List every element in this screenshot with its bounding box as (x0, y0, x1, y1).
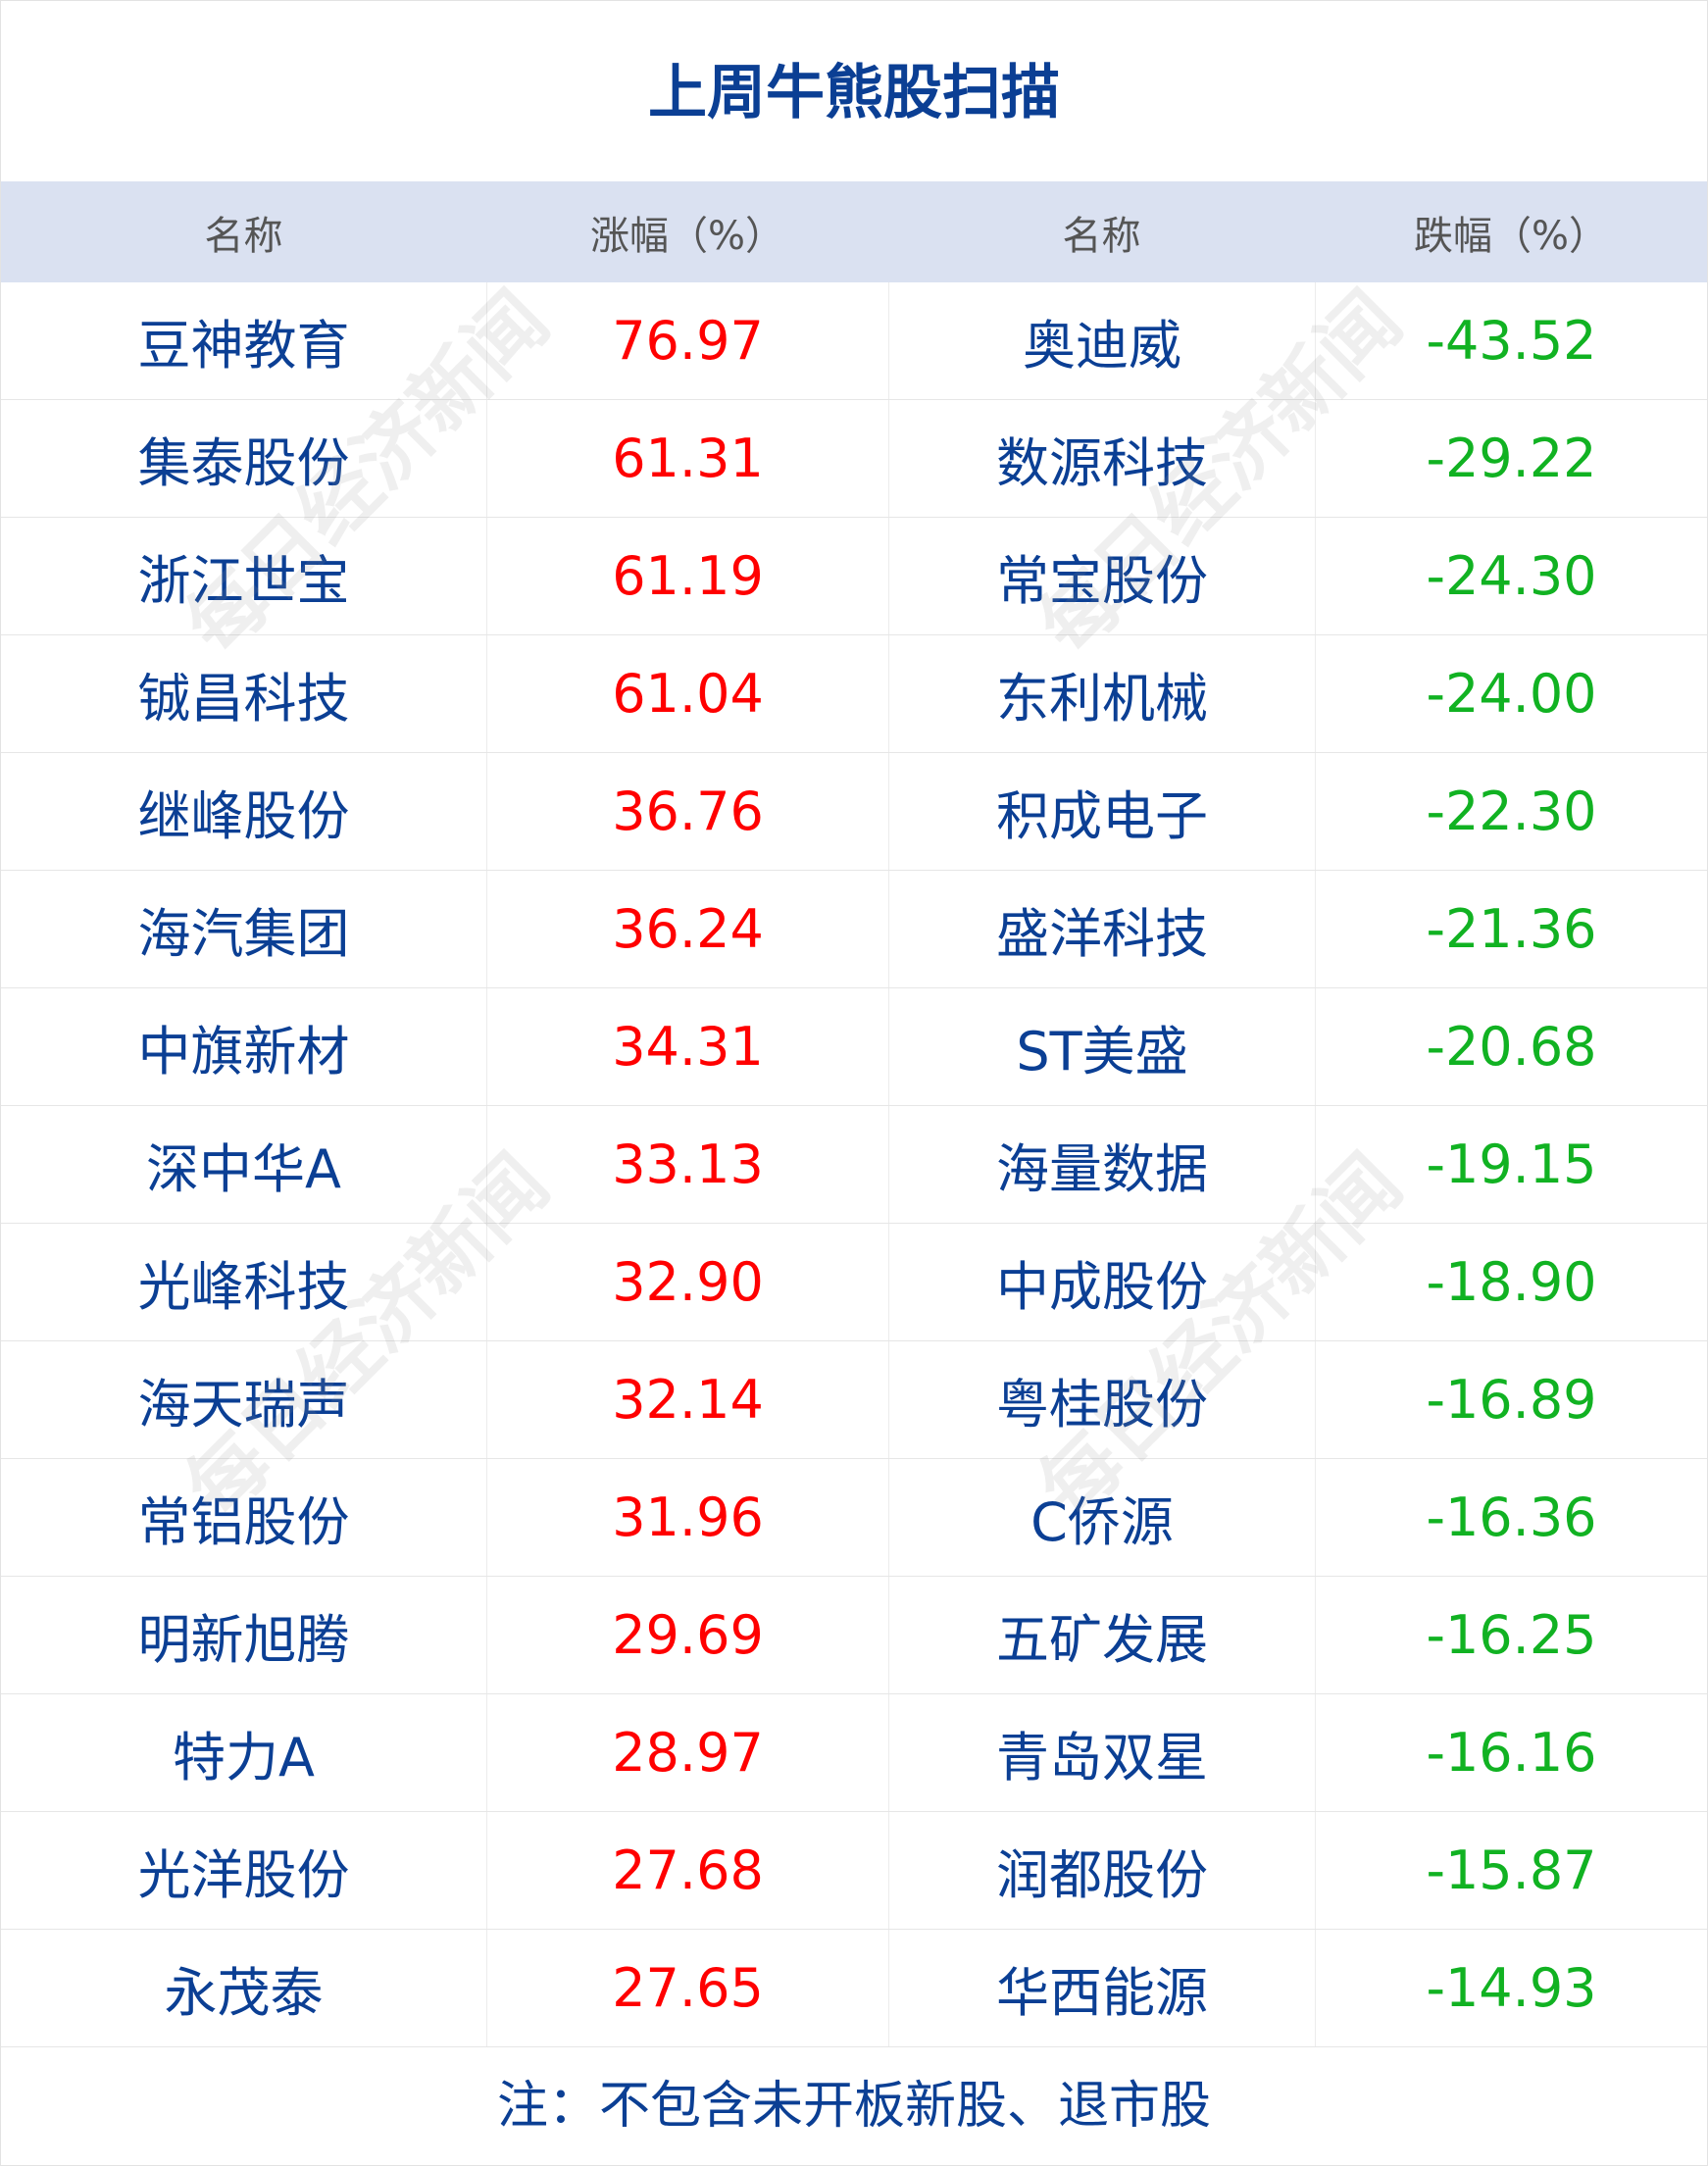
table-row: 海汽集团 36.24 盛洋科技 -21.36 (1, 871, 1707, 988)
loss-value: -16.89 (1315, 1341, 1707, 1458)
gainer-name: 特力A (173, 1727, 315, 1788)
table-row: 继峰股份 36.76 积成电子 -22.30 (1, 753, 1707, 871)
gainer-name: 中旗新材 (137, 1021, 350, 1083)
table-body: 豆神教育 76.97 奥迪威 -43.52 集泰股份 61.31 数源科技 -29.22 浙江世… (1, 282, 1707, 2047)
loser-name: 积成电子 (888, 753, 1315, 870)
gain-value: 28.97 (486, 1694, 888, 1811)
gainer-name: 常铝股份 (137, 1491, 350, 1553)
table-row: 铖昌科技 61.04 东利机械 -24.00 (1, 635, 1707, 753)
loser-name: ST美盛 (888, 988, 1315, 1105)
header-loss: 跌幅（%） (1413, 213, 1608, 259)
gainer-name: 豆神教育 (137, 315, 350, 377)
loser-name: 粤桂股份 (888, 1341, 1315, 1458)
loser-name: 盛洋科技 (888, 871, 1315, 987)
gainer-name: 光峰科技 (137, 1256, 350, 1318)
gain-value: 36.24 (486, 871, 888, 987)
header-gainer-name: 名称 (204, 213, 283, 259)
gain-value: 32.90 (486, 1224, 888, 1340)
table-row: 深中华A 33.13 海量数据 -19.15 (1, 1106, 1707, 1224)
gain-value: 32.14 (486, 1341, 888, 1458)
gain-value: 33.13 (486, 1106, 888, 1223)
gain-value: 36.76 (486, 753, 888, 870)
loss-value: -16.25 (1315, 1577, 1707, 1693)
table-row: 光洋股份 27.68 润都股份 -15.87 (1, 1812, 1707, 1930)
loser-name: 五矿发展 (888, 1577, 1315, 1693)
header-gain: 涨幅（%） (589, 213, 784, 259)
loss-value: -29.22 (1315, 400, 1707, 517)
footnote: 注：不包含未开板新股、退市股 (496, 2077, 1211, 2136)
loss-value: -24.30 (1315, 518, 1707, 634)
gain-value: 76.97 (486, 282, 888, 399)
gain-value: 61.04 (486, 635, 888, 752)
table-row: 中旗新材 34.31 ST美盛 -20.68 (1, 988, 1707, 1106)
loser-name: 中成股份 (888, 1224, 1315, 1340)
table-row: 集泰股份 61.31 数源科技 -29.22 (1, 400, 1707, 518)
loss-value: -43.52 (1315, 282, 1707, 399)
loss-value: -16.16 (1315, 1694, 1707, 1811)
loser-name: 华西能源 (888, 1930, 1315, 2046)
loss-value: -24.00 (1315, 635, 1707, 752)
gainer-name: 光洋股份 (137, 1844, 350, 1906)
gainer-name: 浙江世宝 (137, 550, 350, 612)
loser-name: C侨源 (888, 1459, 1315, 1576)
gainer-name: 海汽集团 (137, 903, 350, 965)
gain-value: 34.31 (486, 988, 888, 1105)
gainer-name: 永茂泰 (164, 1962, 324, 2024)
table-row: 常铝股份 31.96 C侨源 -16.36 (1, 1459, 1707, 1577)
loss-value: -21.36 (1315, 871, 1707, 987)
gain-value: 61.19 (486, 518, 888, 634)
loss-value: -19.15 (1315, 1106, 1707, 1223)
loser-name: 海量数据 (888, 1106, 1315, 1223)
loser-name: 奥迪威 (888, 282, 1315, 399)
gain-value: 31.96 (486, 1459, 888, 1576)
gain-value: 27.65 (486, 1930, 888, 2046)
gain-value: 61.31 (486, 400, 888, 517)
table-row: 豆神教育 76.97 奥迪威 -43.52 (1, 282, 1707, 400)
gainer-name: 深中华A (146, 1138, 341, 1200)
loss-value: -18.90 (1315, 1224, 1707, 1340)
loss-value: -15.87 (1315, 1812, 1707, 1929)
table-header: 名称 涨幅（%） 名称 跌幅（%） (1, 181, 1707, 282)
gainer-name: 继峰股份 (137, 785, 350, 847)
loser-name: 青岛双星 (888, 1694, 1315, 1811)
gain-value: 29.69 (486, 1577, 888, 1693)
loser-name: 数源科技 (888, 400, 1315, 517)
table-row: 明新旭腾 29.69 五矿发展 -16.25 (1, 1577, 1707, 1694)
loser-name: 常宝股份 (888, 518, 1315, 634)
table-row: 特力A 28.97 青岛双星 -16.16 (1, 1694, 1707, 1812)
gainer-name: 集泰股份 (137, 432, 350, 494)
loss-value: -20.68 (1315, 988, 1707, 1105)
loss-value: -22.30 (1315, 753, 1707, 870)
gain-value: 27.68 (486, 1812, 888, 1929)
gainer-name: 海天瑞声 (137, 1374, 350, 1436)
table-row: 海天瑞声 32.14 粤桂股份 -16.89 (1, 1341, 1707, 1459)
page-title: 上周牛熊股扫描 (648, 59, 1060, 127)
loss-value: -16.36 (1315, 1459, 1707, 1576)
header-loser-name: 名称 (1062, 213, 1141, 259)
table-row: 浙江世宝 61.19 常宝股份 -24.30 (1, 518, 1707, 635)
loser-name: 润都股份 (888, 1812, 1315, 1929)
loss-value: -14.93 (1315, 1930, 1707, 2046)
table-row: 永茂泰 27.65 华西能源 -14.93 (1, 1930, 1707, 2047)
loser-name: 东利机械 (888, 635, 1315, 752)
table-row: 光峰科技 32.90 中成股份 -18.90 (1, 1224, 1707, 1341)
gainer-name: 明新旭腾 (137, 1609, 350, 1671)
gainer-name: 铖昌科技 (137, 668, 350, 730)
